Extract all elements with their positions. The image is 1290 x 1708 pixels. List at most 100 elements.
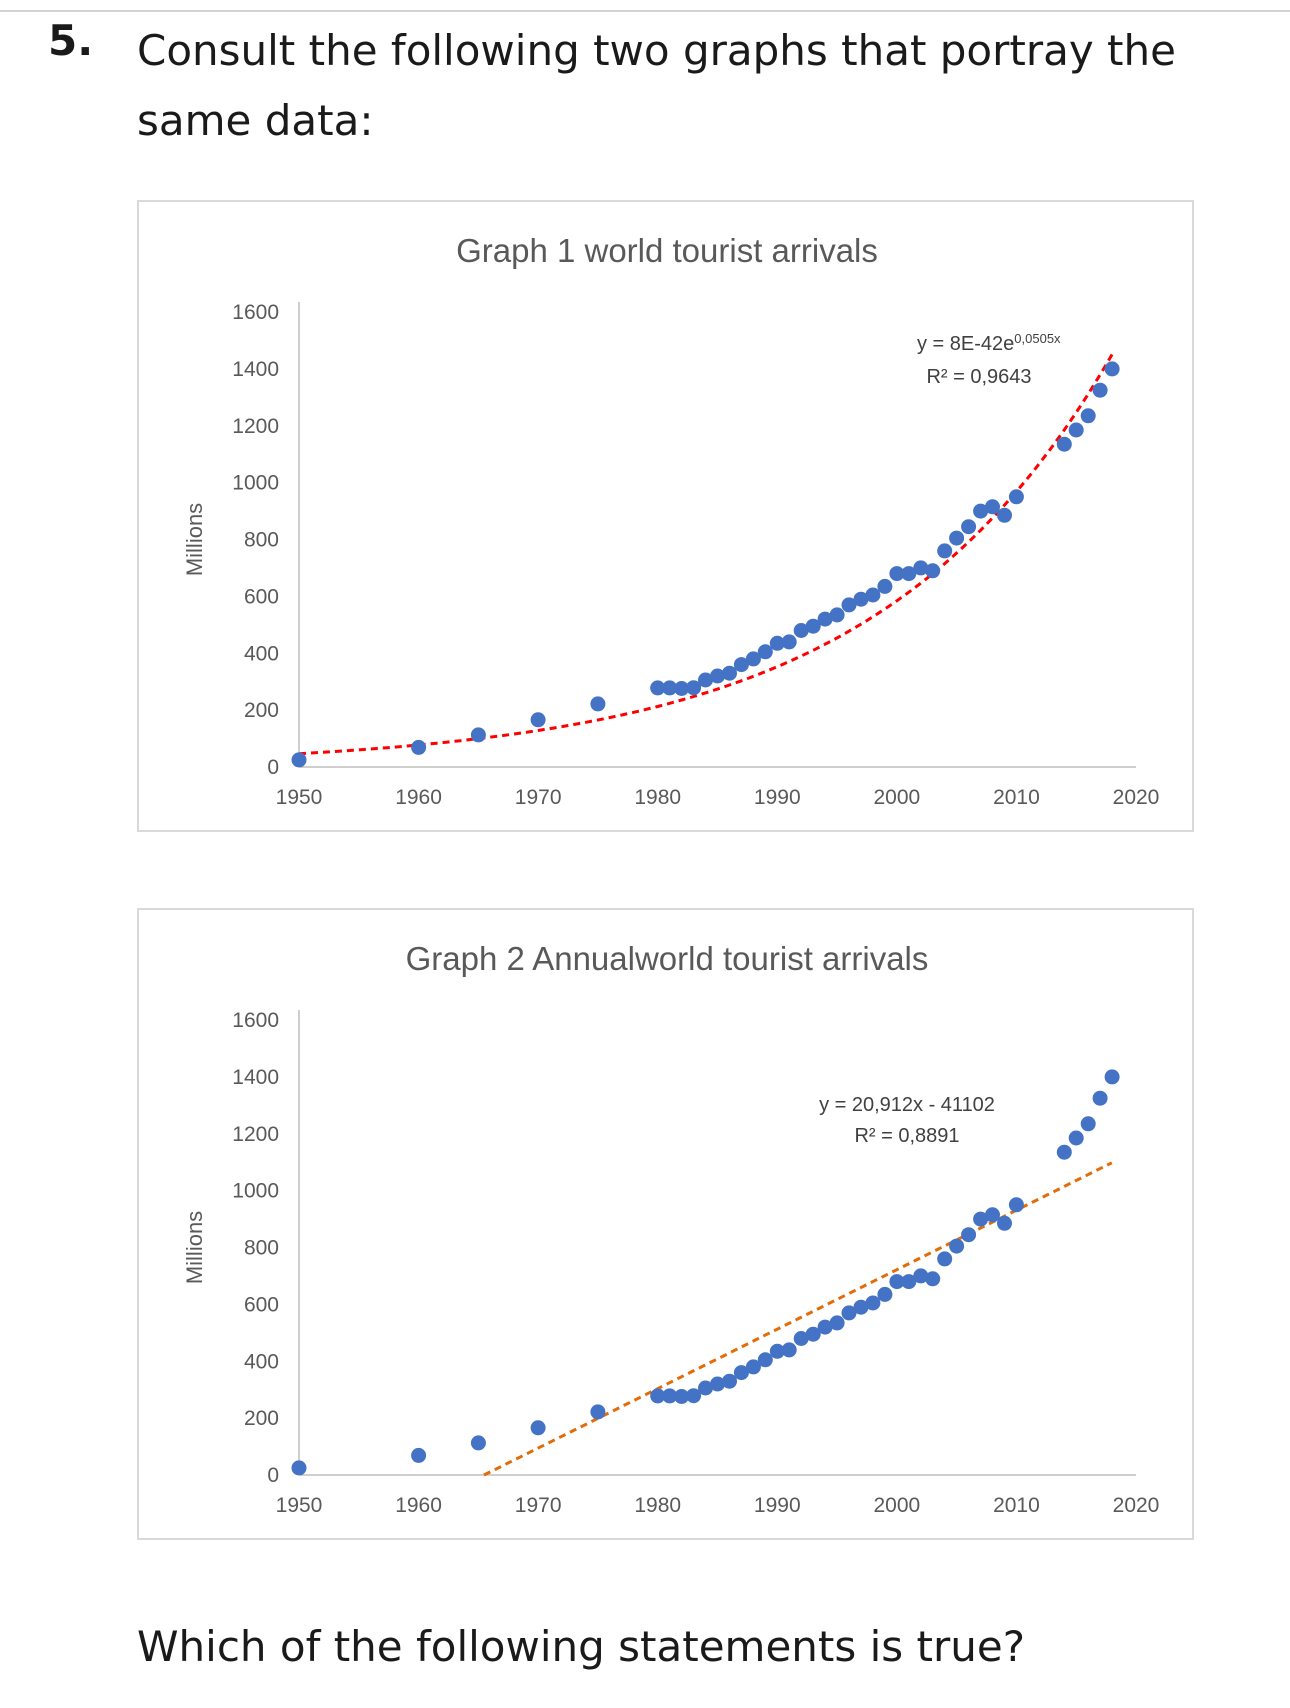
data-point (710, 668, 725, 684)
chart-title: Graph 1 world tourist arrivals (456, 232, 878, 269)
x-tick-label: 2010 (993, 786, 1040, 809)
data-point (733, 1365, 749, 1381)
data-point (973, 1211, 989, 1227)
data-point (1008, 1197, 1024, 1213)
y-tick-label: 1000 (232, 1180, 279, 1203)
data-point (698, 672, 713, 688)
data-point (291, 1460, 307, 1476)
y-tick-label: 1200 (232, 1123, 279, 1146)
data-point (997, 1215, 1012, 1231)
data-point (865, 1295, 881, 1311)
data-point (769, 1343, 785, 1359)
x-tick-label: 1990 (754, 1494, 801, 1517)
y-tick-label: 600 (244, 1293, 279, 1316)
graph-1-chart: Graph 1 world tourist arrivals Millions 0 2… (137, 200, 1194, 832)
x-tick-label: 2000 (873, 1494, 920, 1517)
x-tick-label: 1980 (634, 1494, 681, 1517)
trendline (483, 1161, 1113, 1477)
y-tick-label: 400 (244, 1350, 279, 1373)
data-point (913, 560, 929, 576)
data-point (877, 1286, 893, 1302)
x-tick-label: 1960 (395, 786, 442, 809)
data-point (1104, 361, 1120, 377)
data-point (1008, 489, 1024, 505)
data-point (961, 1227, 977, 1243)
data-point (889, 1274, 905, 1290)
data-point (757, 1352, 773, 1368)
data-point (470, 727, 486, 743)
data-point (1056, 436, 1072, 452)
y-tick-label: 1200 (232, 415, 279, 438)
data-point (411, 739, 427, 755)
data-point (889, 566, 905, 582)
data-point (985, 499, 1000, 515)
question-intro: Consult the following two graphs that po… (137, 26, 1176, 145)
x-tick-label: 1970 (515, 786, 562, 809)
trendline-equation: y = 8E-42e0,0505x (917, 331, 1061, 355)
data-point (590, 1404, 606, 1420)
data-point (662, 680, 678, 696)
top-divider (0, 10, 1290, 12)
data-point (853, 591, 869, 607)
data-point (865, 587, 881, 603)
data-point (1068, 1130, 1084, 1146)
data-point (590, 696, 606, 712)
data-point (817, 1319, 833, 1335)
data-point (901, 566, 917, 582)
data-point (925, 1271, 941, 1287)
graph-2-chart: Graph 2 Annualworld tourist arrivals Mill… (137, 908, 1194, 1540)
data-point (1092, 1090, 1108, 1106)
data-point (817, 611, 833, 627)
x-tick-label: 1970 (515, 1494, 562, 1517)
x-tick-label: 2000 (873, 786, 920, 809)
y-tick-label: 800 (244, 529, 279, 552)
trendline-r2: R² = 0,8891 (854, 1125, 959, 1147)
graph-1-plot: Graph 1 world tourist arrivals Millions 0 2… (182, 232, 1160, 809)
y-axis-label: Millions (182, 1211, 207, 1284)
data-point (698, 1380, 713, 1396)
data-point (650, 1388, 666, 1404)
data-point (853, 1299, 869, 1315)
data-point (973, 503, 989, 519)
data-point (1104, 1069, 1120, 1085)
data-point (686, 1388, 702, 1404)
y-tick-label: 0 (267, 1464, 279, 1487)
data-point (1056, 1144, 1072, 1160)
question-prompt: Which of the following statements is tru… (137, 1622, 1026, 1671)
data-point (949, 530, 965, 546)
data-point (530, 1420, 546, 1436)
data-point (674, 1389, 690, 1404)
data-point (997, 507, 1012, 523)
y-tick-label: 1400 (232, 1066, 279, 1089)
data-point (925, 563, 941, 579)
data-point (829, 1315, 845, 1331)
data-point (961, 519, 977, 535)
data-point (769, 635, 785, 651)
y-tick-label: 0 (267, 756, 279, 779)
data-point (674, 681, 690, 696)
x-tick-label: 1990 (754, 786, 801, 809)
data-point (662, 1388, 678, 1404)
y-tick-label: 200 (244, 1407, 279, 1430)
data-point (1080, 408, 1096, 424)
data-point (1092, 382, 1108, 398)
data-point (411, 1447, 427, 1463)
data-point (733, 657, 749, 673)
y-tick-label: 400 (244, 642, 279, 665)
data-point (291, 752, 307, 768)
y-tick-label: 1600 (232, 301, 279, 324)
data-point (937, 543, 953, 559)
data-point (1068, 422, 1084, 438)
data-point (841, 1305, 857, 1321)
data-point (745, 1359, 761, 1375)
x-tick-label: 1950 (276, 1494, 323, 1517)
data-point (757, 644, 773, 660)
data-point (781, 634, 797, 650)
data-point (829, 607, 845, 623)
data-point (781, 1342, 797, 1358)
y-axis-label: Millions (182, 503, 207, 576)
y-tick-label: 1000 (232, 472, 279, 495)
data-point (650, 680, 666, 696)
x-tick-label: 2010 (993, 1494, 1040, 1517)
x-tick-label: 2020 (1113, 786, 1160, 809)
